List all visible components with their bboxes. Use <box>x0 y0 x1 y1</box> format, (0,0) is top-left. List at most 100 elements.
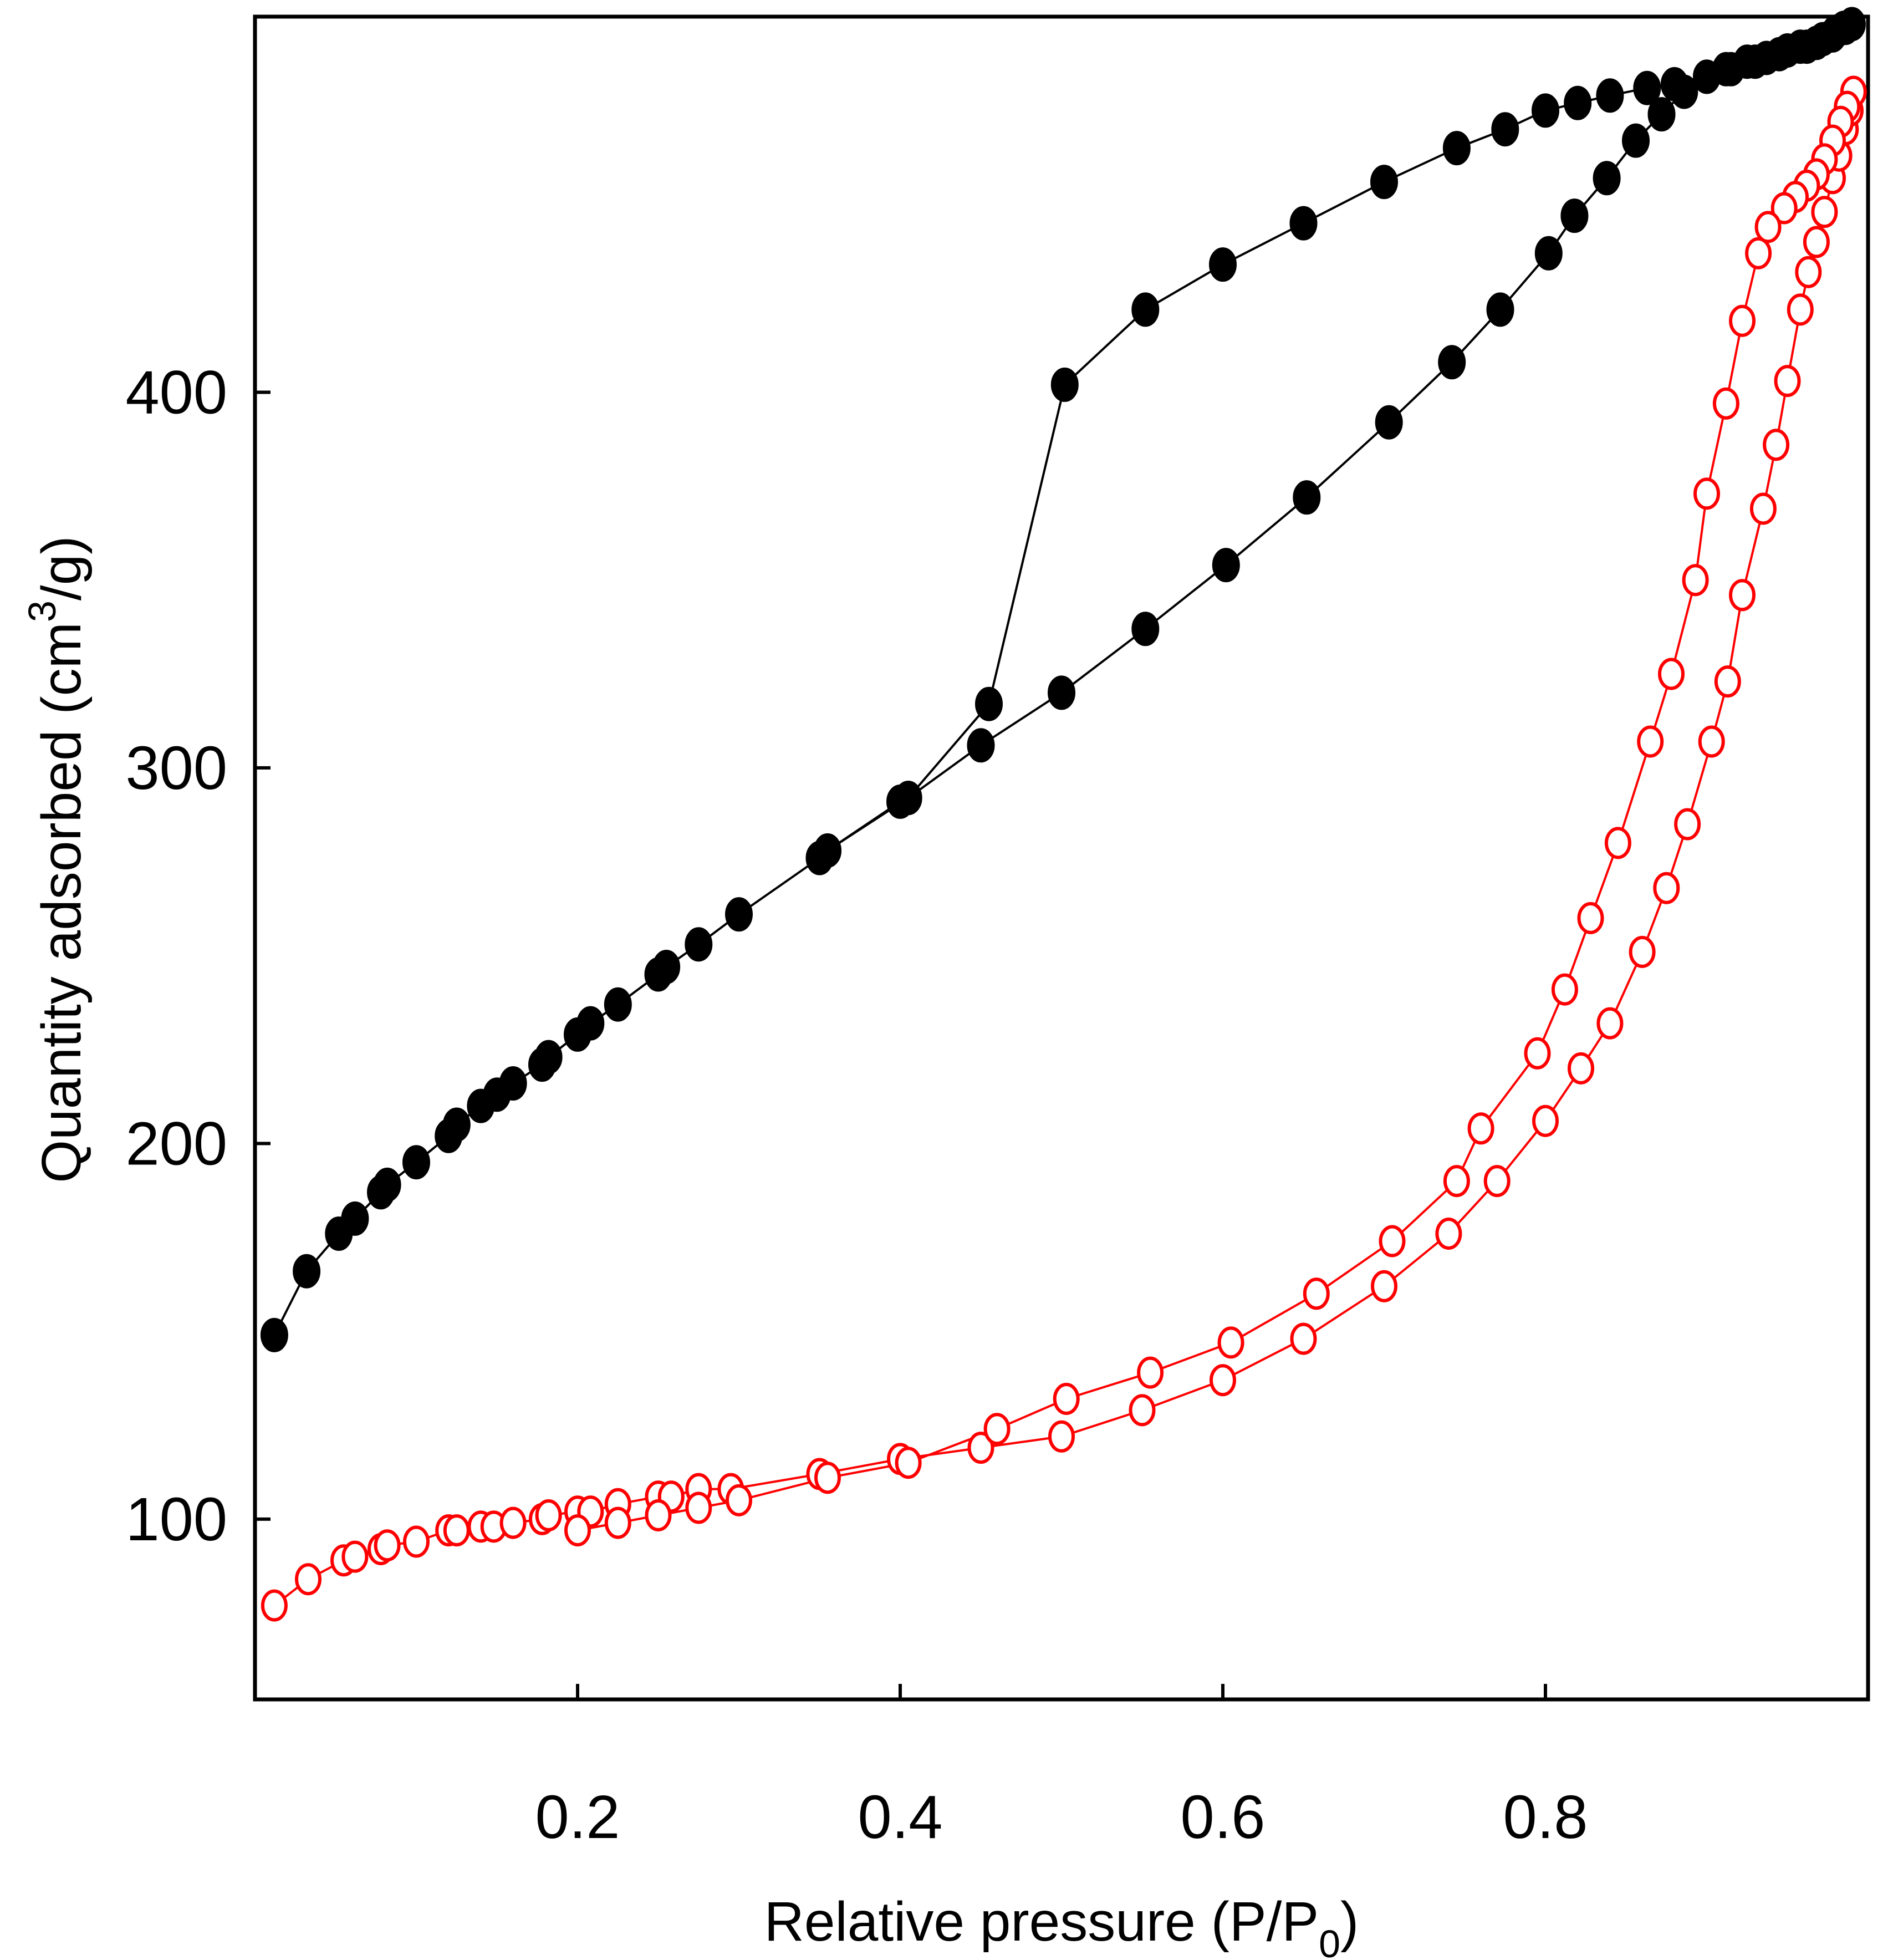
series-1-point <box>576 1006 605 1041</box>
series-1-point <box>1741 44 1769 79</box>
series-2-point <box>341 1540 369 1573</box>
series-1-point <box>1050 367 1079 402</box>
x-tick-label: 0.6 <box>1181 1783 1266 1851</box>
series-1-point <box>1209 247 1237 282</box>
series-2-point <box>1577 902 1604 934</box>
series-1-point <box>894 781 922 816</box>
axis-layer: 0.2 0.4 0.6 0.8 100 200 300 400 <box>125 358 1588 1851</box>
series-2-point <box>1729 579 1756 612</box>
series-2-point <box>645 1499 672 1531</box>
series-2-point <box>1217 1326 1244 1359</box>
y-tick-label: 200 <box>125 1109 227 1178</box>
x-tick-label: 0.2 <box>535 1783 620 1851</box>
series-2-point <box>1729 304 1756 337</box>
series-2-point <box>1524 1037 1551 1070</box>
series-2-point <box>1629 935 1656 968</box>
series-1-point <box>1647 97 1676 132</box>
series-1-point <box>1212 548 1240 583</box>
series-2-point <box>1763 429 1790 461</box>
series-2-point <box>1303 1277 1330 1310</box>
series-2-point <box>1048 1420 1075 1453</box>
series-2-point <box>1714 665 1741 698</box>
series-1-point <box>1131 612 1160 646</box>
series-2-point <box>1443 1165 1470 1198</box>
series-2-point <box>1745 237 1772 269</box>
series-1-point <box>1491 112 1519 147</box>
series-2-point <box>1770 192 1798 225</box>
series-1-point <box>1693 59 1721 94</box>
series-2-point <box>1532 1104 1559 1137</box>
series-2-point <box>1658 658 1685 690</box>
series-2-point <box>1774 365 1801 398</box>
y-tick-label: 400 <box>125 358 227 426</box>
series-2-point <box>1053 1383 1080 1415</box>
series-2-point <box>967 1432 994 1464</box>
series-2-point <box>1674 808 1701 841</box>
x-tick-label: 0.8 <box>1503 1783 1588 1851</box>
y-axis-title-superscript: 3 <box>21 600 64 622</box>
series-1-point <box>652 950 681 984</box>
series-1-point <box>373 1167 401 1202</box>
series-1-point <box>1375 405 1403 440</box>
series-2-point <box>1210 1364 1236 1397</box>
series-2-point <box>1568 1052 1594 1085</box>
series-2-point <box>295 1563 322 1596</box>
series-1-point <box>1534 236 1563 271</box>
series-2-point <box>1787 293 1814 326</box>
x-axis-title-subscript: 0 <box>1319 1922 1340 1960</box>
series-1-point <box>685 927 713 962</box>
series-2-point <box>1693 477 1720 510</box>
series-2-point <box>685 1491 712 1524</box>
series-1-point <box>1633 70 1661 105</box>
series-2-point <box>604 1506 631 1539</box>
series-1-point <box>1370 165 1398 200</box>
series-1-point <box>1593 161 1621 196</box>
series-1-point <box>1560 198 1589 233</box>
series-2-point <box>1551 973 1578 1006</box>
series-2-point <box>1435 1218 1462 1250</box>
series-2-point <box>1811 196 1838 228</box>
series-2-point <box>1795 256 1822 288</box>
y-axis-title-pre: Quantity adsorbed (cm <box>30 622 93 1183</box>
series-2-point <box>1129 1394 1156 1427</box>
series-1 <box>260 7 1866 1352</box>
series-1-point <box>1438 345 1466 380</box>
series-1-point <box>293 1254 321 1289</box>
series-1-point <box>1596 78 1624 113</box>
plot-frame <box>253 14 1870 1702</box>
series-1-point <box>814 833 841 868</box>
x-axis-title: Relative pressure (P/P0) <box>764 1891 1359 1960</box>
x-axis-title-close: ) <box>1340 1891 1359 1953</box>
series-2-point <box>1698 725 1725 758</box>
series-1-point <box>725 897 753 932</box>
series-2 <box>261 75 1867 1622</box>
series-1-point <box>1622 123 1650 158</box>
series-1-point <box>1131 292 1160 327</box>
series-2-point <box>374 1529 401 1562</box>
series-1-point <box>1564 85 1592 120</box>
series-2-point <box>1596 1007 1624 1040</box>
series-2-point <box>1754 211 1782 243</box>
series-1-point <box>604 987 632 1022</box>
series-1-point <box>1660 67 1688 101</box>
series-1-point <box>1293 480 1321 515</box>
series-2-point <box>1653 872 1680 904</box>
series-1-point <box>1442 131 1471 166</box>
series-1-point <box>1289 206 1318 241</box>
series-2-point <box>814 1462 841 1494</box>
series-2-point <box>1290 1322 1317 1355</box>
series-1-point <box>260 1317 288 1352</box>
y-tick-label: 100 <box>125 1485 227 1554</box>
x-axis-title-main: Relative pressure (P/P <box>764 1891 1319 1953</box>
series-1-point <box>499 1066 527 1101</box>
series-2-point <box>1749 492 1777 525</box>
series-1-point <box>1532 93 1559 128</box>
series-2-point <box>1137 1356 1164 1389</box>
series-1-point <box>442 1107 471 1142</box>
series-1-point <box>975 686 1003 721</box>
series-2-point <box>535 1499 562 1531</box>
series-2-point <box>1604 827 1631 859</box>
series-2-point <box>895 1447 922 1479</box>
series-1-point <box>967 728 995 763</box>
series-2-point <box>983 1413 1011 1445</box>
